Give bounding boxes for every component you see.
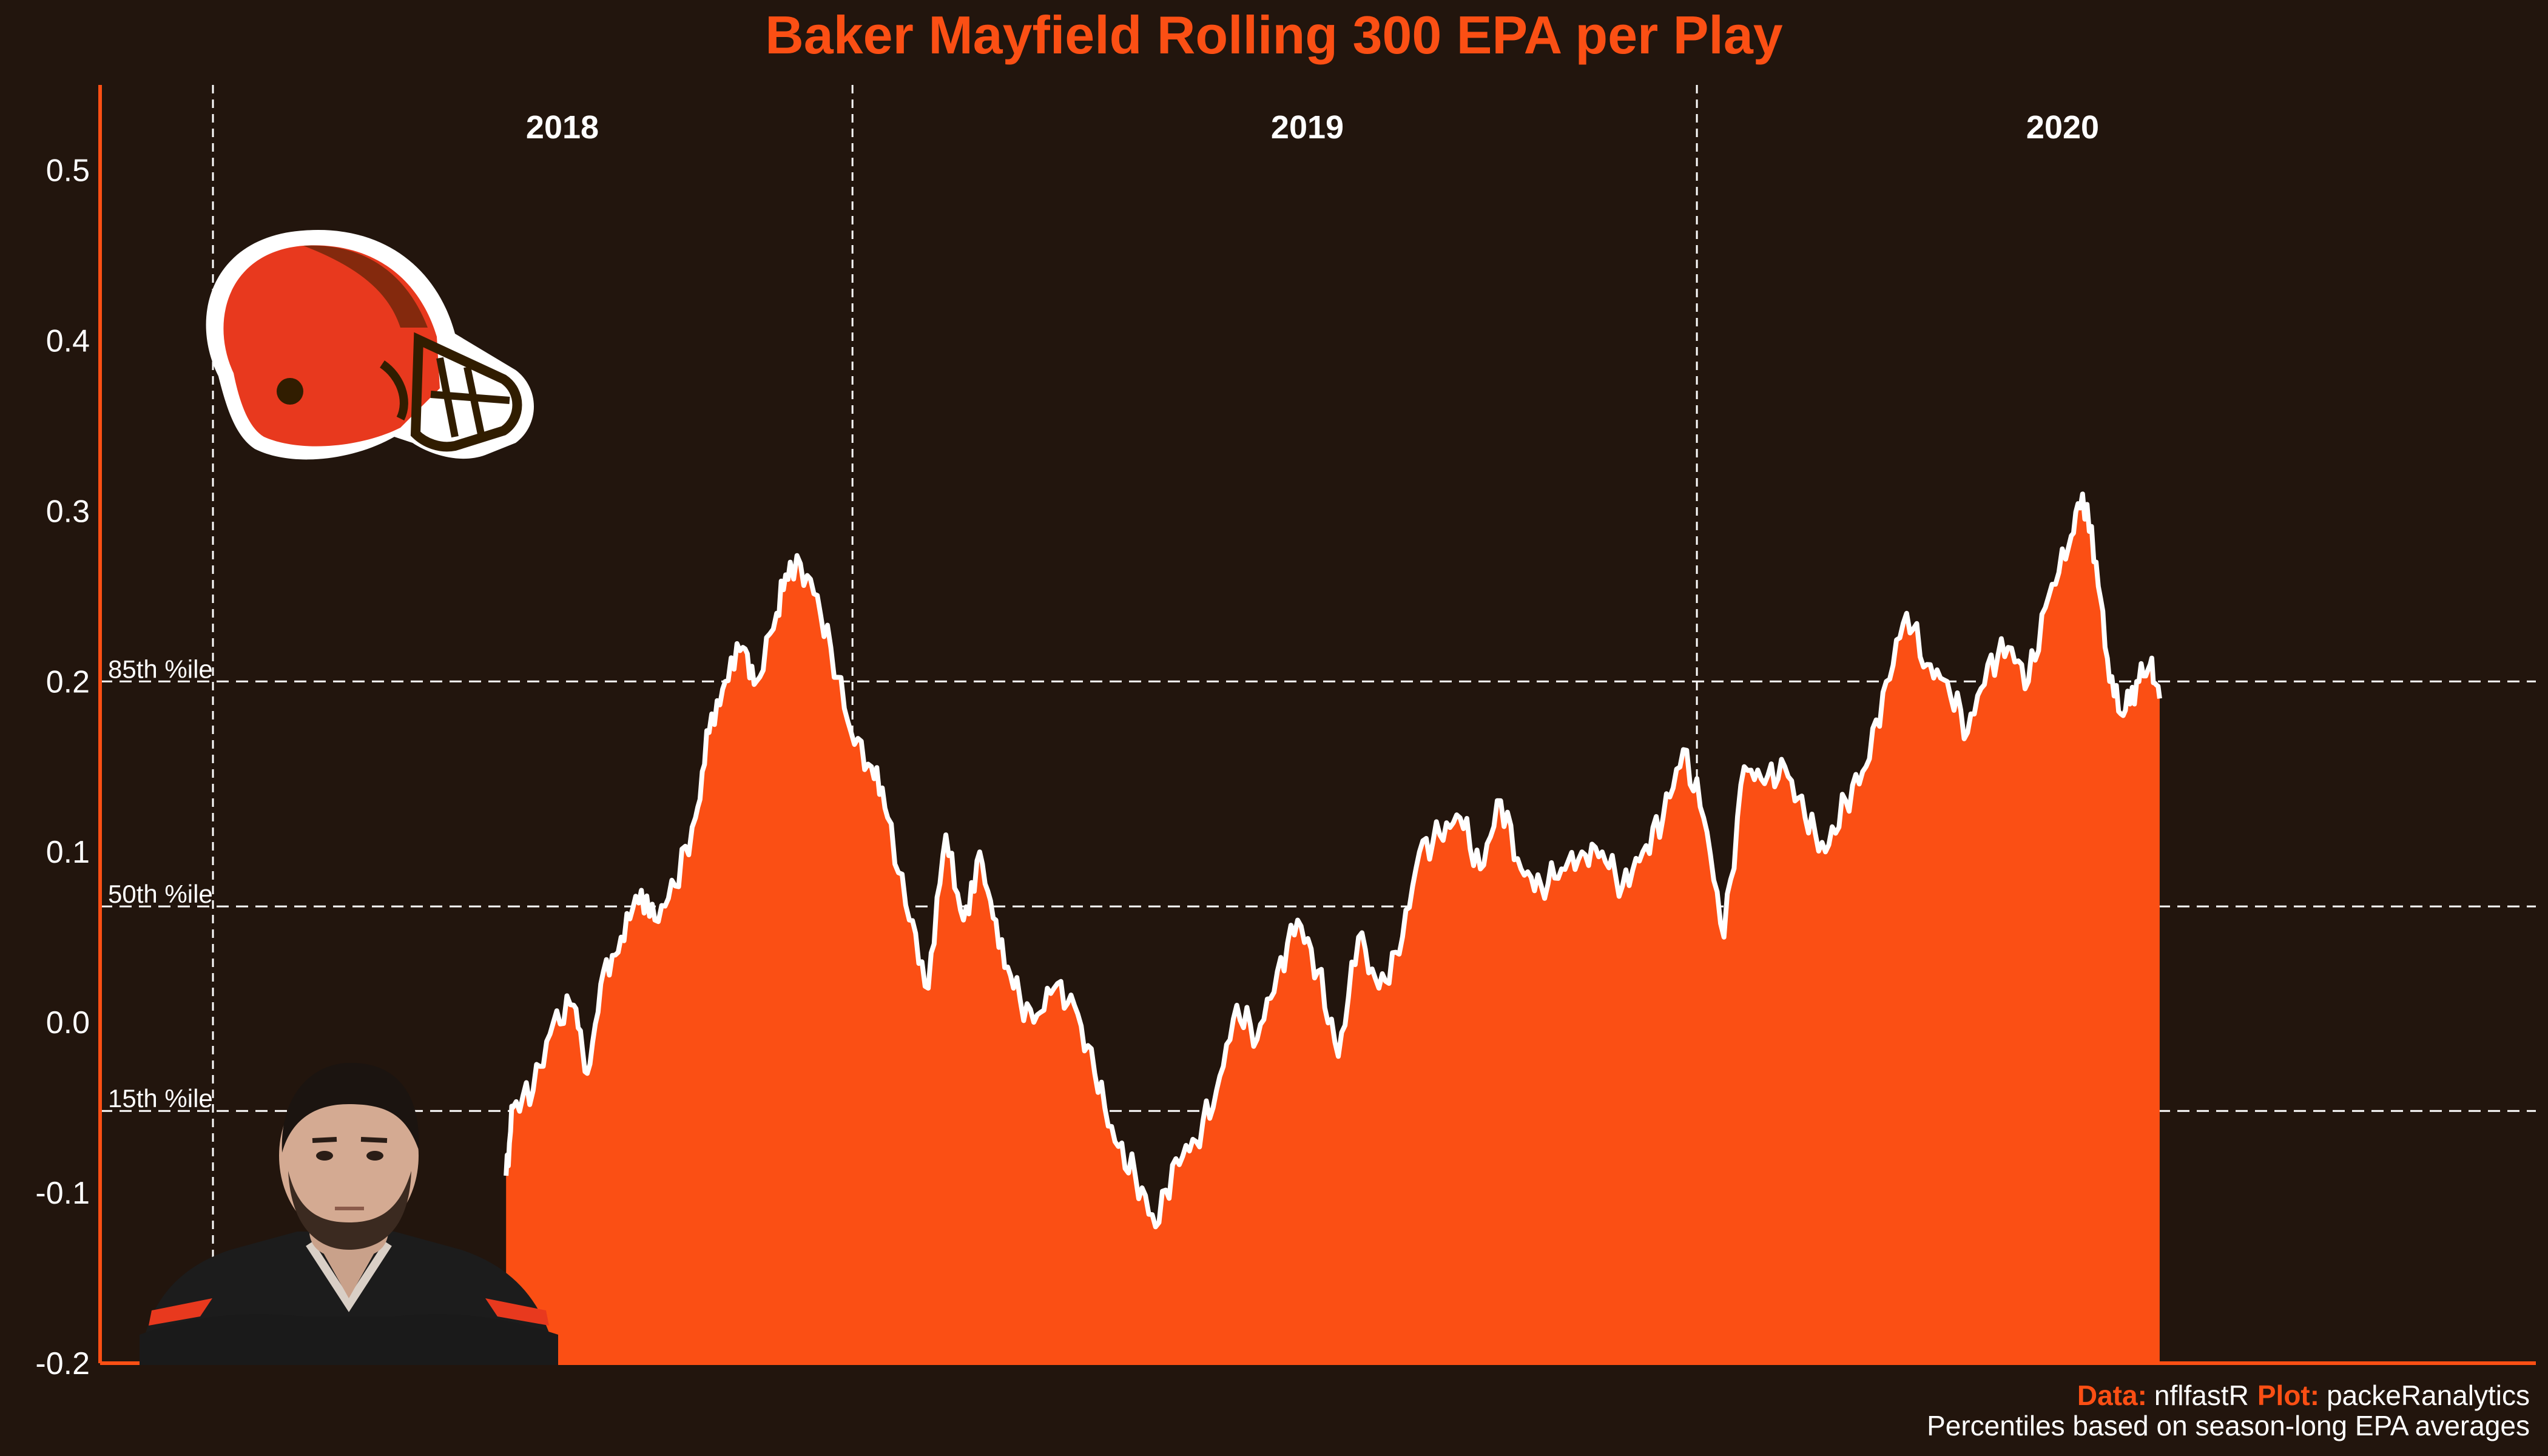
season-label: 2019 — [1271, 109, 1344, 146]
season-label: 2020 — [2026, 109, 2099, 146]
epa-area — [506, 494, 2160, 1364]
player-headshot-icon — [140, 1062, 558, 1365]
helmet-icon — [206, 230, 534, 460]
labels: 85th %ile 50th %ile 15th %ile 2018 2019 2020 — [108, 109, 2099, 1113]
plot-value: packeRanalytics — [2327, 1380, 2530, 1411]
season-label: 2018 — [526, 109, 599, 146]
percentile-label: 15th %ile — [108, 1084, 213, 1113]
y-tick-label: -0.1 — [35, 1176, 90, 1211]
percentile-note: Percentiles based on season-long EPA ave… — [1927, 1410, 2530, 1441]
y-tick-label: 0.5 — [46, 153, 90, 188]
chart-title: Baker Mayfield Rolling 300 EPA per Play — [765, 5, 1783, 65]
source-caption: Data: nflfastR Plot: packeRanalytics — [2077, 1380, 2530, 1411]
epa-series — [504, 491, 2162, 1364]
y-tick-label: -0.2 — [35, 1346, 90, 1381]
axes: 0.5 0.4 0.3 0.2 0.1 0.0 -0.1 -0.2 — [35, 85, 2536, 1381]
y-tick-label: 0.4 — [46, 323, 90, 359]
source-label: Data: — [2077, 1380, 2147, 1411]
y-tick-label: 0.3 — [46, 494, 90, 529]
y-tick-label: 0.2 — [46, 664, 90, 699]
plot-label: Plot: — [2257, 1380, 2319, 1411]
y-tick-label: 0.0 — [46, 1005, 90, 1040]
percentile-label: 85th %ile — [108, 655, 213, 683]
y-tick-label: 0.1 — [46, 835, 90, 870]
epa-line — [504, 491, 2162, 1230]
source-value: nflfastR — [2154, 1380, 2249, 1411]
percentile-label: 50th %ile — [108, 880, 213, 908]
